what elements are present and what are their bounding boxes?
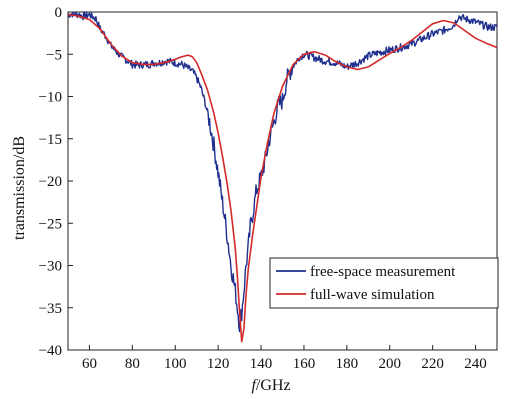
y-tick-label: 0 <box>55 5 63 21</box>
tick-labels: 60 80 100 120 140 160 180 200 220 240 0 −5 −10 −15 −20… <box>39 5 487 372</box>
x-tick-label: 180 <box>336 356 359 372</box>
y-tick-label: −25 <box>39 216 62 232</box>
x-tick-label: 220 <box>421 356 444 372</box>
y-tick-label: −5 <box>46 47 62 63</box>
legend-label-measurement: free-space measurement <box>310 264 456 280</box>
x-tick-label: 60 <box>82 356 97 372</box>
x-tick-label: 120 <box>207 356 230 372</box>
legend-label-simulation: full-wave simulation <box>310 287 435 303</box>
y-axis-label: transmission/dB <box>11 136 28 240</box>
y-tick-label: −15 <box>39 132 62 148</box>
x-tick-label: 80 <box>125 356 140 372</box>
x-tick-label: 200 <box>379 356 402 372</box>
y-tick-label: −10 <box>39 90 62 106</box>
x-axis-label-rest: /GHz <box>256 377 291 394</box>
x-tick-label: 140 <box>250 356 273 372</box>
y-tick-label: −20 <box>39 174 62 190</box>
x-tick-label: 240 <box>464 356 487 372</box>
x-tick-label: 100 <box>164 356 187 372</box>
y-tick-label: −35 <box>39 301 62 317</box>
x-tick-label: 160 <box>293 356 316 372</box>
y-tick-label: −30 <box>39 259 62 275</box>
x-axis-label: f/GHz <box>251 377 290 394</box>
legend: free-space measurement full-wave simulat… <box>270 258 498 308</box>
y-tick-label: −40 <box>39 343 62 359</box>
